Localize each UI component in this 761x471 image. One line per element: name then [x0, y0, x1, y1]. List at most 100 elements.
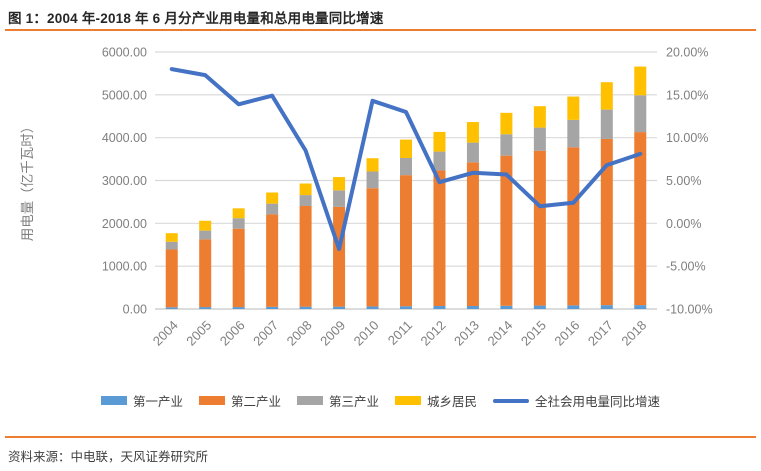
bar-segment-secondary-industry — [266, 214, 279, 307]
legend-swatch-secondary-industry — [198, 396, 225, 405]
bar-segment-primary-industry — [466, 306, 479, 309]
bar-segment-tertiary-industry — [366, 171, 379, 189]
bar-segment-primary-industry — [600, 305, 613, 309]
bar-segment-tertiary-industry — [634, 95, 647, 133]
legend-swatch-total-growth-line — [493, 398, 530, 403]
bar-segment-tertiary-industry — [567, 119, 580, 148]
legend-label: 第三产业 — [328, 395, 379, 409]
x-axis-label: 2013 — [451, 318, 482, 349]
right-axis-tick-label: 5.00% — [666, 174, 701, 188]
bar-segment-tertiary-industry — [533, 127, 546, 151]
bar-segment-primary-industry — [634, 305, 647, 309]
bar-segment-secondary-industry — [567, 147, 580, 306]
right-axis-tick-label: -5.00% — [666, 260, 706, 274]
legend-item-tertiary-industry: 第三产业 — [296, 391, 379, 410]
bar-segment-tertiary-industry — [333, 190, 346, 207]
right-axis-tick-label: 15.00% — [666, 88, 708, 102]
bar-segment-residents — [333, 177, 346, 191]
bar-segment-secondary-industry — [232, 228, 245, 308]
bar-segment-secondary-industry — [433, 170, 446, 307]
x-axis-label: 2009 — [317, 318, 348, 349]
bar-segment-residents — [165, 233, 178, 242]
left-axis-tick-label: 4000.00 — [102, 131, 147, 145]
right-axis-tick-label: 0.00% — [666, 217, 701, 231]
bar-segment-primary-industry — [266, 306, 279, 309]
legend-label: 第二产业 — [230, 395, 281, 409]
title-divider — [5, 29, 756, 31]
bar-segment-secondary-industry — [199, 239, 212, 308]
bar-segment-residents — [634, 66, 647, 96]
x-axis-label: 2017 — [585, 318, 616, 349]
bar-segment-residents — [600, 82, 613, 110]
legend-item-total-growth-line: 全社会用电量同比增速 — [493, 391, 660, 410]
bar-segment-secondary-industry — [165, 249, 178, 308]
left-axis-tick-label: 2000.00 — [102, 217, 147, 231]
bar-segment-tertiary-industry — [232, 218, 245, 229]
bar-segment-secondary-industry — [299, 205, 312, 307]
bar-segment-residents — [266, 192, 279, 204]
source-note: 资料来源：中电联，天风证券研究所 — [8, 450, 209, 464]
bar-segment-secondary-industry — [400, 175, 412, 307]
x-axis-label: 2007 — [250, 318, 281, 349]
bar-segment-tertiary-industry — [299, 195, 312, 206]
bar-segment-tertiary-industry — [500, 134, 513, 156]
chart-legend: 第一产业 第二产业 第三产业 城乡居民 全社会用电量同比增速 — [0, 391, 761, 410]
left-axis-tick-label: 1000.00 — [102, 260, 147, 274]
bar-segment-residents — [366, 158, 379, 172]
x-axis-label: 2005 — [183, 318, 214, 349]
bar-segment-primary-industry — [366, 306, 379, 309]
bar-segment-primary-industry — [299, 306, 312, 309]
bar-segment-tertiary-industry — [400, 158, 412, 176]
bar-segment-secondary-industry — [600, 138, 613, 306]
x-axis-label: 2004 — [150, 318, 181, 349]
bar-segment-primary-industry — [232, 307, 245, 309]
legend-label: 全社会用电量同比增速 — [535, 395, 661, 409]
bar-segment-tertiary-industry — [199, 230, 212, 240]
legend-label: 城乡居民 — [427, 395, 478, 409]
bar-segment-tertiary-industry — [466, 142, 479, 163]
legend-swatch-primary-industry — [100, 396, 127, 405]
left-axis-tick-label: 0.00 — [123, 303, 147, 317]
bar-segment-residents — [400, 139, 412, 159]
bar-segment-secondary-industry — [634, 132, 647, 306]
left-axis-tick-label: 5000.00 — [102, 88, 147, 102]
x-axis-label: 2008 — [284, 318, 315, 349]
legend-item-primary-industry: 第一产业 — [100, 391, 183, 410]
bar-segment-residents — [433, 131, 446, 152]
bar-segment-secondary-industry — [533, 150, 546, 306]
bar-segment-residents — [199, 220, 212, 231]
right-axis-tick-label: 10.00% — [666, 131, 708, 145]
bar-segment-secondary-industry — [500, 155, 513, 306]
x-axis-label: 2011 — [385, 318, 415, 348]
bar-segment-primary-industry — [333, 306, 346, 309]
combo-chart: 0.00 -10.00% 1000.00 -5.00% 2000.00 0.00% 3000… — [20, 46, 713, 349]
footer-divider — [5, 436, 756, 438]
x-axis-label: 2015 — [518, 318, 549, 349]
x-axis-label: 2006 — [217, 318, 248, 349]
legend-swatch-tertiary-industry — [296, 396, 323, 405]
bar-segment-primary-industry — [165, 307, 178, 309]
bar-segment-residents — [299, 183, 312, 196]
bar-segment-primary-industry — [400, 306, 412, 309]
y-axis-title: 用电量（亿千瓦时） — [20, 120, 35, 242]
bar-segment-tertiary-industry — [266, 203, 279, 215]
x-axis-label: 2016 — [551, 318, 582, 349]
x-axis-label: 2010 — [351, 318, 382, 349]
bar-segment-residents — [232, 208, 245, 219]
bar-segment-residents — [567, 96, 580, 120]
bar-segment-tertiary-industry — [165, 241, 178, 250]
growth-line-total-growth-line — [169, 67, 643, 251]
bar-segment-tertiary-industry — [600, 109, 613, 139]
x-axis-label: 2012 — [418, 318, 449, 349]
legend-label: 第一产业 — [132, 395, 183, 409]
bar-segment-primary-industry — [500, 305, 513, 309]
bar-segment-secondary-industry — [366, 188, 379, 307]
left-axis-tick-label: 6000.00 — [102, 46, 147, 60]
left-axis-tick-label: 3000.00 — [102, 174, 147, 188]
bar-segment-residents — [500, 112, 513, 135]
bar-segment-primary-industry — [567, 305, 580, 309]
right-axis-tick-label: 20.00% — [666, 46, 708, 60]
bar-segment-residents — [533, 106, 546, 128]
bar-segment-tertiary-industry — [433, 151, 446, 171]
